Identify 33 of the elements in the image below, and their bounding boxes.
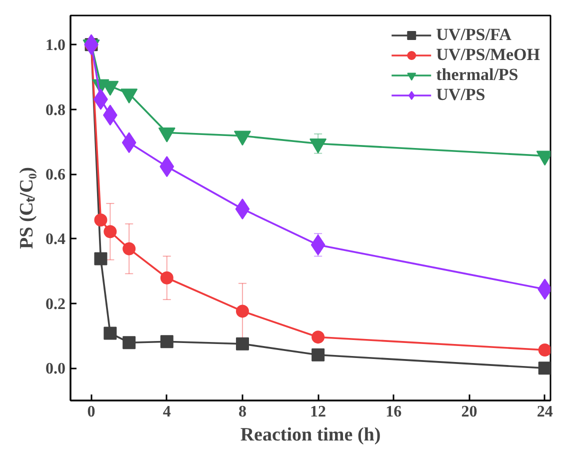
- point: [312, 330, 325, 344]
- point: [538, 344, 550, 357]
- y-tick-label: 1.0: [46, 37, 66, 54]
- legend-label: thermal/PS: [436, 65, 518, 85]
- x-axis-title: Reaction time (h): [240, 424, 381, 446]
- point: [312, 348, 325, 362]
- point: [538, 362, 550, 375]
- point: [122, 242, 136, 256]
- legend-label: UV/PS/FA: [436, 25, 512, 45]
- y-tick-label: 0.8: [46, 102, 66, 119]
- x-tick-label: 0: [87, 404, 96, 420]
- point: [94, 213, 108, 226]
- point: [122, 336, 136, 350]
- point: [160, 271, 174, 284]
- point: [94, 252, 108, 266]
- legend-label: UV/PS: [436, 85, 486, 105]
- x-tick-label: 12: [310, 404, 326, 420]
- y-tick-label: 0.6: [46, 166, 66, 184]
- point: [236, 337, 249, 350]
- point: [160, 335, 174, 348]
- point: [104, 326, 117, 340]
- point: [236, 304, 249, 318]
- y-tick-label: 0.2: [46, 296, 66, 313]
- y-tick-label: 0.4: [46, 231, 66, 248]
- point: [104, 225, 117, 238]
- legend-label: UV/PS/MeOH: [436, 45, 540, 65]
- x-tick-label: 24: [536, 404, 553, 420]
- x-tick-label: 20: [461, 404, 478, 420]
- y-axis-title: PS (Cₜ/C₀): [16, 166, 38, 249]
- x-tick-label: 8: [238, 404, 246, 420]
- y-tick-label: 0.0: [46, 360, 66, 378]
- x-tick-label: 16: [386, 404, 402, 420]
- x-tick-label: 4: [162, 404, 171, 420]
